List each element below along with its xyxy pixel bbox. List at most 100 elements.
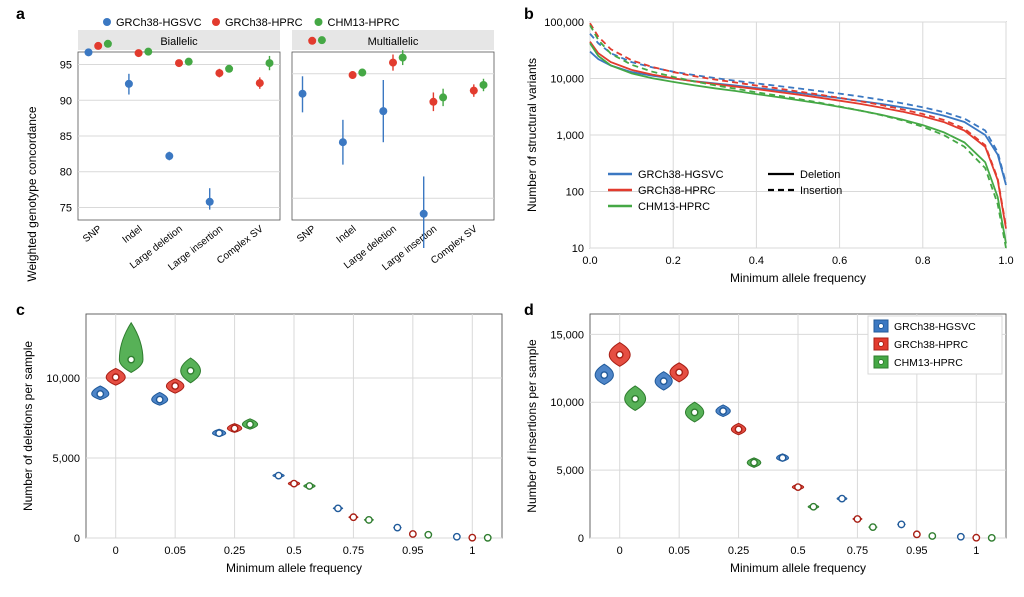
x-tick-label: 0.0 bbox=[582, 255, 597, 267]
violin-median bbox=[795, 484, 801, 490]
y-tick-label: 10 bbox=[572, 243, 584, 255]
x-tick-label: 0.8 bbox=[915, 255, 930, 267]
y-tick-label: 85 bbox=[60, 131, 72, 143]
violin-median bbox=[839, 495, 845, 501]
data-point bbox=[144, 48, 152, 56]
x-axis-label: Minimum allele frequency bbox=[730, 561, 866, 575]
facet-title: Multiallelic bbox=[368, 36, 419, 48]
y-tick-label: 95 bbox=[60, 60, 72, 72]
x-tick-label: 1 bbox=[973, 545, 979, 557]
y-tick-label: 5,000 bbox=[556, 465, 584, 477]
violin-median bbox=[676, 369, 682, 375]
y-tick-label: 0 bbox=[578, 533, 584, 545]
violin-median bbox=[660, 378, 666, 384]
data-point bbox=[85, 48, 93, 56]
data-point bbox=[470, 87, 478, 95]
legend-label: GRCh38-HGSVC bbox=[116, 17, 202, 29]
violin-median bbox=[973, 535, 979, 541]
panel-b: 101001,00010,000100,0000.00.20.40.60.81.… bbox=[516, 4, 1016, 304]
data-point bbox=[429, 98, 437, 106]
y-tick-label: 10,000 bbox=[550, 397, 584, 409]
legend-label: CHM13-HPRC bbox=[894, 357, 963, 369]
violin-median bbox=[617, 352, 623, 358]
data-point bbox=[349, 71, 357, 79]
y-tick-label: 80 bbox=[60, 167, 72, 179]
violin-median bbox=[469, 534, 475, 540]
data-point bbox=[299, 90, 307, 98]
data-point bbox=[399, 54, 407, 62]
data-point bbox=[104, 40, 112, 48]
violin-median bbox=[779, 455, 785, 461]
y-tick-label: 15,000 bbox=[550, 329, 584, 341]
violin-median bbox=[454, 534, 460, 540]
data-point bbox=[265, 59, 273, 67]
data-point bbox=[420, 210, 428, 218]
x-tick-label: 0.05 bbox=[668, 545, 689, 557]
violin-median bbox=[231, 425, 237, 431]
violin-median bbox=[156, 396, 162, 402]
y-axis-label: Number of deletions per sample bbox=[21, 341, 35, 511]
x-tick-label: 0.05 bbox=[164, 545, 185, 557]
y-axis-label: Number of structural variants bbox=[525, 58, 539, 212]
violin-median bbox=[751, 459, 757, 465]
y-tick-label: 90 bbox=[60, 95, 72, 107]
data-point bbox=[439, 93, 447, 101]
legend-label: Deletion bbox=[800, 169, 840, 181]
figure-root: a b c d GRCh38-HGSVCGRCh38-HPRCCHM13-HPR… bbox=[0, 0, 1024, 597]
data-point bbox=[358, 69, 366, 77]
violin-median bbox=[97, 391, 103, 397]
legend-label: GRCh38-HPRC bbox=[225, 17, 303, 29]
legend-label: Insertion bbox=[800, 185, 842, 197]
x-tick-label: SNP bbox=[295, 223, 318, 245]
data-point bbox=[256, 79, 264, 87]
legend-label: GRCh38-HPRC bbox=[894, 339, 969, 351]
data-point bbox=[206, 198, 214, 206]
legend-label: CHM13-HPRC bbox=[328, 17, 400, 29]
data-point bbox=[135, 49, 143, 57]
facet-title: Biallelic bbox=[160, 36, 198, 48]
y-tick-label: 10,000 bbox=[46, 373, 80, 385]
x-tick-label: 0.4 bbox=[749, 255, 764, 267]
x-tick-label: 0.25 bbox=[224, 545, 245, 557]
data-point bbox=[225, 65, 233, 73]
x-tick-label: 0.25 bbox=[728, 545, 749, 557]
violin-median bbox=[485, 535, 491, 541]
violin-median bbox=[914, 531, 920, 537]
violin-median bbox=[854, 516, 860, 522]
violin-median bbox=[720, 408, 726, 414]
legend-label: GRCh38-HGSVC bbox=[638, 169, 724, 181]
violin-median bbox=[958, 534, 964, 540]
data-point bbox=[125, 80, 133, 88]
violin-median bbox=[632, 396, 638, 402]
violin-median bbox=[187, 368, 193, 374]
x-axis-label: Minimum allele frequency bbox=[226, 561, 362, 575]
violin-median bbox=[113, 374, 119, 380]
violin-median bbox=[735, 426, 741, 432]
data-point bbox=[479, 81, 487, 89]
legend-label: CHM13-HPRC bbox=[638, 201, 710, 213]
y-tick-label: 1,000 bbox=[556, 130, 584, 142]
x-tick-label: Indel bbox=[335, 224, 359, 246]
panel-a: GRCh38-HGSVCGRCh38-HPRCCHM13-HPRCWeighte… bbox=[12, 4, 512, 304]
violin-median bbox=[898, 521, 904, 527]
data-point bbox=[389, 59, 397, 67]
x-tick-label: 0.2 bbox=[666, 255, 681, 267]
panel-c: 05,00010,00000.050.250.50.750.951Minimum… bbox=[12, 300, 512, 596]
panel-d: 05,00010,00015,00000.050.250.50.750.951M… bbox=[516, 300, 1016, 596]
violin-median bbox=[335, 505, 341, 511]
legend-label: GRCh38-HPRC bbox=[638, 185, 716, 197]
data-point bbox=[318, 36, 326, 44]
legend-label: GRCh38-HGSVC bbox=[894, 321, 976, 333]
x-tick-label: 0 bbox=[617, 545, 623, 557]
x-tick-label: 0.95 bbox=[906, 545, 927, 557]
x-tick-label: 0.95 bbox=[402, 545, 423, 557]
y-tick-label: 0 bbox=[74, 533, 80, 545]
violin-median bbox=[247, 421, 253, 427]
violin-median bbox=[810, 504, 816, 510]
x-tick-label: SNP bbox=[81, 223, 104, 245]
violin-median bbox=[410, 531, 416, 537]
x-tick-label: 1 bbox=[469, 545, 475, 557]
y-tick-label: 75 bbox=[60, 202, 72, 214]
violin-median bbox=[128, 356, 134, 362]
x-tick-label: 0.75 bbox=[343, 545, 364, 557]
